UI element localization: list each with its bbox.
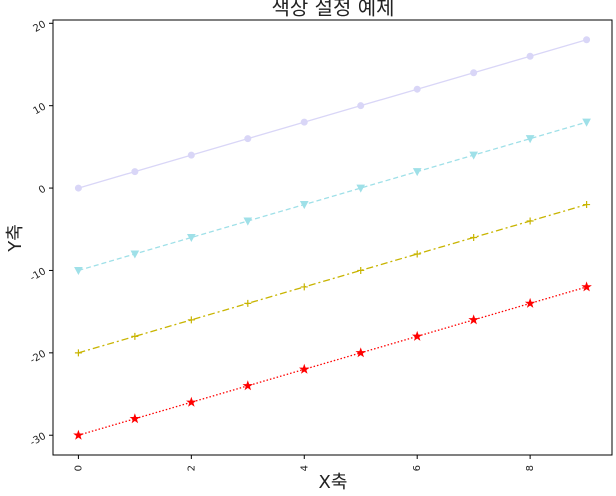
point — [299, 201, 309, 210]
point — [300, 283, 308, 291]
x-tick-label: 0 — [73, 465, 84, 471]
point — [524, 297, 536, 308]
point — [356, 184, 366, 193]
point — [300, 118, 308, 126]
point — [244, 135, 252, 143]
point — [129, 413, 141, 424]
x-tick-label: 8 — [525, 465, 536, 471]
point — [186, 396, 197, 407]
point — [355, 347, 366, 358]
y-axis-label: Y축 — [5, 224, 26, 253]
point — [526, 52, 534, 60]
point — [187, 151, 195, 159]
point — [525, 135, 535, 144]
point — [468, 314, 479, 325]
point — [583, 201, 591, 209]
point — [242, 380, 254, 391]
point — [130, 250, 140, 259]
point — [73, 429, 84, 440]
point — [470, 69, 478, 77]
point — [187, 316, 195, 324]
point — [357, 266, 365, 274]
point — [357, 102, 365, 110]
point — [469, 151, 478, 160]
point — [187, 234, 196, 243]
x-axis-label: X축 — [319, 472, 348, 493]
point — [583, 36, 591, 44]
series-line — [78, 286, 587, 436]
y-tick-label: 20 — [31, 19, 48, 35]
point — [526, 217, 534, 225]
chart-title: 색상 설정 예제 — [271, 0, 394, 20]
series-line — [78, 121, 587, 272]
point — [243, 217, 253, 226]
y-tick-label: 0 — [37, 184, 48, 197]
point — [470, 234, 478, 241]
point — [131, 168, 139, 176]
point — [413, 250, 421, 258]
point — [74, 184, 82, 192]
point — [582, 118, 591, 127]
point — [244, 299, 252, 307]
point — [131, 332, 139, 340]
point — [74, 266, 83, 276]
point — [412, 168, 422, 177]
y-tick-label: -10 — [28, 266, 48, 284]
point — [413, 85, 421, 93]
point — [299, 363, 310, 374]
x-tick-label: 6 — [412, 465, 423, 471]
y-tick-label: -30 — [28, 431, 48, 449]
plot-frame — [52, 19, 613, 456]
series-line — [78, 39, 587, 189]
point — [411, 330, 423, 341]
series-line — [78, 203, 587, 354]
point — [74, 349, 82, 357]
y-tick-label: 10 — [31, 101, 48, 117]
point — [581, 281, 592, 292]
x-tick-label: 2 — [186, 465, 197, 471]
x-tick-label: 4 — [299, 465, 310, 471]
y-tick-label: -20 — [28, 349, 48, 367]
